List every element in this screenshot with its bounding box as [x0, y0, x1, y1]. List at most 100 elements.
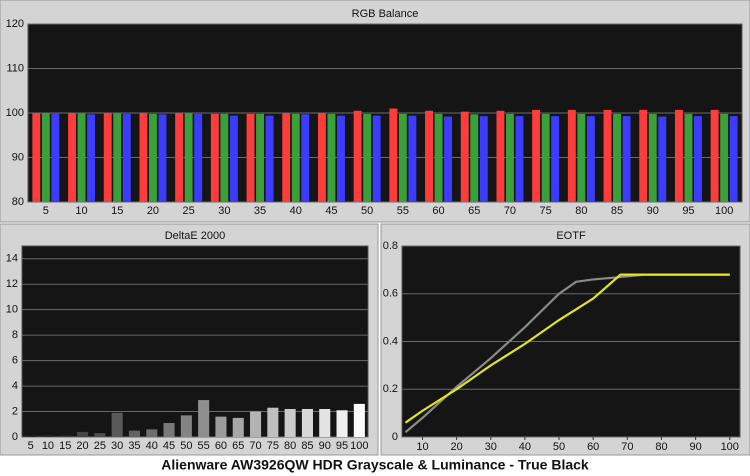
x-tick-label: 20 [76, 440, 88, 452]
y-tick-label: 2 [12, 405, 18, 417]
bar [282, 113, 291, 202]
bar [122, 113, 131, 202]
bar [32, 113, 41, 202]
bar [256, 113, 265, 202]
y-tick-label: 0.6 [383, 288, 398, 300]
bar [68, 113, 76, 202]
bar [229, 115, 238, 202]
bar [284, 408, 296, 437]
x-tick-label: 95 [682, 205, 694, 217]
x-tick-label: 20 [451, 441, 463, 453]
chart-title: EOTF [556, 230, 586, 242]
x-tick-label: 30 [111, 440, 123, 452]
bar [398, 113, 407, 202]
bar [353, 403, 365, 437]
bar [194, 113, 203, 202]
bar [184, 113, 193, 202]
bar [586, 116, 595, 202]
bar [113, 113, 122, 202]
bar [148, 113, 157, 202]
x-tick-label: 100 [715, 205, 733, 217]
x-tick-label: 5 [43, 205, 49, 217]
x-tick-label: 60 [432, 205, 444, 217]
x-tick-label: 80 [575, 205, 587, 217]
bar [87, 114, 96, 202]
bar [327, 113, 336, 202]
y-tick-label: 90 [12, 151, 24, 163]
bar [372, 115, 381, 202]
bar [613, 113, 622, 202]
x-tick-label: 10 [42, 440, 54, 452]
x-tick-label: 90 [647, 205, 659, 217]
bar [460, 111, 469, 202]
y-tick-label: 0.4 [383, 335, 398, 347]
bar [532, 109, 541, 202]
x-tick-label: 85 [301, 440, 313, 452]
plot-area [21, 245, 369, 438]
x-tick-label: 55 [198, 440, 210, 452]
bar [639, 109, 648, 202]
bar [319, 408, 331, 437]
bar [720, 113, 729, 202]
bar [250, 411, 262, 437]
y-tick-label: 0.8 [383, 240, 398, 252]
y-tick-label: 6 [12, 355, 18, 367]
bar [301, 408, 313, 437]
y-tick-label: 4 [12, 380, 18, 392]
x-tick-label: 45 [163, 440, 175, 452]
line [404, 273, 730, 424]
x-tick-label: 10 [416, 441, 428, 453]
bar [505, 113, 514, 202]
bar [658, 116, 667, 202]
x-tick-label: 35 [128, 440, 140, 452]
x-tick-label: 50 [180, 440, 192, 452]
bar [729, 116, 738, 202]
bar [694, 116, 702, 202]
x-tick-label: 65 [468, 205, 480, 217]
bar [42, 435, 54, 437]
y-tick-label: 12 [6, 278, 18, 290]
bar [94, 433, 106, 437]
bar [470, 114, 479, 202]
bar [215, 416, 227, 437]
bar [111, 412, 123, 437]
x-tick-label: 75 [540, 205, 552, 217]
x-tick-label: 80 [284, 440, 296, 452]
x-tick-label: 20 [147, 205, 159, 217]
y-tick-label: 80 [12, 196, 24, 208]
bar [317, 113, 326, 202]
y-tick-label: 8 [12, 329, 18, 341]
bar [389, 108, 398, 202]
x-tick-label: 30 [218, 205, 230, 217]
bar [337, 115, 345, 202]
bar [291, 113, 300, 202]
bar [220, 113, 229, 202]
x-tick-label: 55 [397, 205, 409, 217]
bar [577, 113, 586, 202]
x-tick-label: 35 [254, 205, 266, 217]
x-tick-label: 40 [519, 441, 531, 453]
x-tick-label: 70 [621, 441, 633, 453]
bar [41, 113, 50, 202]
bar [265, 115, 274, 202]
bar [336, 410, 348, 437]
x-tick-label: 90 [689, 441, 701, 453]
x-tick-label: 50 [553, 441, 565, 453]
bar [684, 113, 693, 202]
caption: Alienware AW3926QW HDR Grayscale & Lumin… [161, 457, 589, 473]
y-tick-label: 0 [12, 431, 18, 443]
bar [622, 116, 631, 202]
bar [434, 113, 443, 202]
bar [551, 116, 560, 202]
bar [267, 407, 279, 437]
x-tick-label: 50 [361, 205, 373, 217]
bar [425, 110, 433, 202]
x-tick-label: 40 [290, 205, 302, 217]
x-tick-label: 100 [721, 441, 739, 453]
y-tick-label: 10 [6, 304, 18, 316]
chart-title: RGB Balance [352, 8, 419, 20]
bar [246, 113, 255, 202]
x-tick-label: 15 [111, 205, 123, 217]
x-tick-label: 70 [504, 205, 516, 217]
x-tick-label: 10 [75, 205, 87, 217]
